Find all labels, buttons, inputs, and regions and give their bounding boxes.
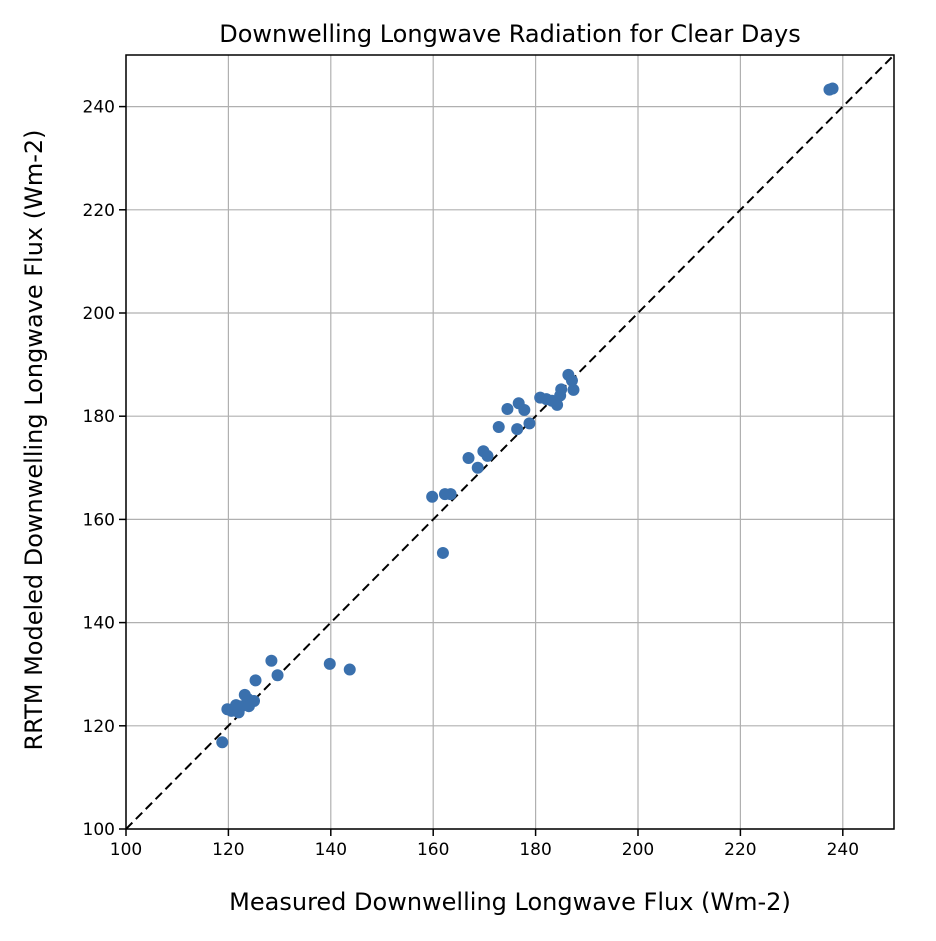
x-tick-label: 160 (417, 840, 449, 860)
data-point (565, 374, 578, 387)
data-point (523, 417, 536, 430)
y-tick-label: 240 (83, 98, 115, 118)
data-point (567, 383, 580, 396)
plot-frame (125, 54, 895, 830)
x-tick-label: 240 (827, 840, 859, 860)
x-tick-label: 220 (724, 840, 756, 860)
y-tick-label: 200 (83, 304, 115, 324)
data-point (826, 82, 839, 95)
x-tick-label: 100 (110, 840, 142, 860)
data-point (471, 461, 484, 474)
y-tick-label: 100 (83, 820, 115, 840)
y-tick-label: 220 (83, 201, 115, 221)
data-point (265, 654, 278, 667)
data-point (492, 421, 505, 434)
x-tick-label: 140 (315, 840, 347, 860)
axis-ticks: 100 120 140 160 180 200 220 240 100 120 140 160 180 2… (83, 98, 859, 860)
data-point (216, 736, 229, 749)
y-tick-label: 140 (83, 614, 115, 634)
chart-title: Downwelling Longwave Radiation for Clear… (219, 20, 800, 48)
data-point (462, 451, 475, 464)
data-point (444, 488, 457, 501)
y-tick-label: 160 (83, 510, 115, 530)
data-point (518, 404, 531, 417)
data-point (551, 398, 564, 411)
data-point (426, 490, 439, 503)
data-point (501, 402, 514, 415)
data-point (248, 695, 260, 708)
y-axis-title: RRTM Modeled Downwelling Longwave Flux (… (20, 129, 48, 750)
data-point (271, 669, 284, 682)
x-tick-label: 120 (212, 840, 244, 860)
x-tick-label: 200 (622, 840, 654, 860)
data-point (555, 383, 568, 396)
data-point (511, 423, 524, 436)
y-tick-label: 180 (83, 407, 115, 427)
data-points (216, 82, 839, 749)
data-point (436, 546, 449, 559)
data-point (323, 657, 336, 670)
grid (125, 55, 894, 830)
x-axis-title: Measured Downwelling Longwave Flux (Wm-2… (229, 888, 791, 916)
y-tick-label: 120 (83, 717, 115, 737)
data-point (481, 449, 494, 462)
x-tick-label: 180 (519, 840, 551, 860)
data-point (343, 663, 356, 676)
data-point (249, 674, 262, 687)
